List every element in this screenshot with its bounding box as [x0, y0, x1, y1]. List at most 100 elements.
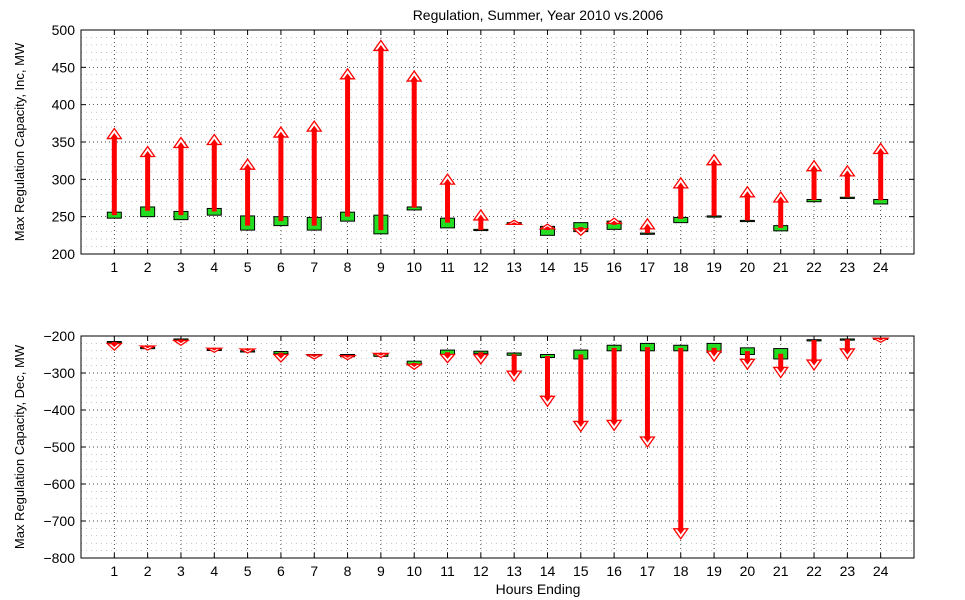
arrow-head-fill: [876, 147, 885, 154]
arrow-head-fill: [543, 226, 552, 229]
x-tick-label: 7: [310, 563, 318, 579]
arrow-head-fill: [410, 364, 419, 368]
y-tick-label: 400: [52, 97, 76, 113]
grid: [81, 29, 914, 255]
arrow-head-fill: [310, 125, 319, 132]
x-tick-label: 18: [673, 259, 689, 275]
arrow-head-fill: [476, 214, 485, 220]
x-tick-label: 1: [110, 563, 118, 579]
arrow-head-fill: [276, 354, 285, 359]
x-tick-label: 5: [244, 563, 252, 579]
arrow-head-fill: [643, 223, 652, 229]
x-tick-label: 4: [210, 563, 218, 579]
x-tick-label: 12: [473, 259, 489, 275]
arrow-head-fill: [776, 196, 785, 203]
range-box: [639, 232, 655, 235]
x-axis-label-dec: Hours Ending: [496, 581, 581, 597]
arrow-head-fill: [276, 131, 285, 138]
x-tick-label: 21: [773, 259, 789, 275]
arrow-head-fill: [143, 150, 152, 157]
arrow-head-fill: [443, 178, 452, 185]
x-tick-label: 12: [473, 563, 489, 579]
arrow-head-fill: [210, 348, 219, 351]
x-tick-label: 9: [377, 259, 385, 275]
arrow-head-fill: [343, 73, 352, 79]
arrow-head-fill: [743, 359, 752, 365]
arrow-head-fill: [176, 340, 185, 344]
arrow-head-fill: [610, 420, 619, 426]
arrow-head-fill: [443, 354, 452, 359]
arrow-head-fill: [676, 182, 685, 188]
arrow-head-fill: [476, 354, 485, 360]
x-tick-label: 18: [673, 563, 689, 579]
x-tick-label: 13: [506, 563, 522, 579]
x-tick-label: 20: [740, 259, 756, 275]
arrow-head-fill: [410, 75, 419, 82]
y-tick-label: 250: [52, 209, 76, 225]
x-tick-label: 15: [573, 259, 589, 275]
y-tick-label: −400: [43, 402, 75, 418]
arrow-head-fill: [510, 371, 519, 377]
arrow-head-fill: [543, 396, 552, 402]
y-tick-label: −300: [43, 365, 75, 381]
x-tick-label: 23: [840, 563, 856, 579]
x-tick-label: 10: [406, 563, 422, 579]
arrow-head-fill: [243, 163, 252, 170]
x-tick-label: 14: [540, 259, 556, 275]
y-tick-label: −700: [43, 513, 75, 529]
x-tick-label: 9: [377, 563, 385, 579]
y-tick-label: 200: [52, 246, 76, 262]
x-tick-label: 7: [310, 259, 318, 275]
x-tick-label: 4: [210, 259, 218, 275]
arrow-head-fill: [710, 159, 719, 165]
chart-title: Regulation, Summer, Year 2010 vs.2006: [413, 7, 664, 23]
arrow-head-fill: [110, 133, 119, 139]
x-tick-label: 19: [706, 259, 722, 275]
x-tick-label: 17: [640, 259, 656, 275]
y-axis-label-dec: Max Regulation Capacity, Dec, MW: [12, 344, 27, 549]
y-tick-label: −500: [43, 439, 75, 455]
arrow-head-fill: [210, 139, 219, 145]
arrow-head-fill: [510, 222, 519, 225]
arrow-head-fill: [576, 421, 585, 427]
x-tick-label: 3: [177, 563, 185, 579]
arrow-head-fill: [776, 367, 785, 373]
x-tick-label: 6: [277, 259, 285, 275]
y-tick-label: 500: [52, 22, 76, 38]
x-tick-label: 19: [706, 563, 722, 579]
y-axis-label-inc: Max Regulation Capacity, Inc, MW: [12, 42, 27, 241]
arrow-head-fill: [110, 343, 119, 348]
y-tick-label: −600: [43, 476, 75, 492]
x-tick-label: 8: [344, 259, 352, 275]
dec-capacity-panel: Max Regulation Capacity, Dec, MW Hours E…: [12, 328, 915, 597]
arrow-head-fill: [376, 353, 385, 356]
x-tick-label: 17: [640, 563, 656, 579]
range-box: [739, 219, 755, 223]
y-tick-label: 300: [52, 171, 76, 187]
arrow-head-fill: [310, 354, 319, 358]
x-tick-label: 6: [277, 563, 285, 579]
range-box: [706, 215, 722, 218]
x-tick-label: 2: [144, 259, 152, 275]
x-tick-label: 14: [540, 563, 556, 579]
arrow-head-fill: [376, 44, 385, 51]
x-tick-label: 22: [806, 563, 822, 579]
x-tick-label: 11: [440, 563, 455, 579]
x-tick-label: 8: [344, 563, 352, 579]
x-tick-label: 5: [244, 259, 252, 275]
x-tick-label: 20: [740, 563, 756, 579]
x-tick-label: 16: [606, 259, 622, 275]
x-tick-label: 23: [840, 259, 856, 275]
arrow-head-fill: [243, 349, 252, 352]
arrow-head-fill: [576, 228, 585, 233]
x-tick-label: 3: [177, 259, 185, 275]
x-tick-label: 13: [506, 259, 522, 275]
arrow-head-fill: [810, 360, 819, 366]
x-tick-label: 11: [440, 259, 455, 275]
arrow-head-fill: [876, 338, 885, 341]
x-tick-label: 16: [606, 563, 622, 579]
arrow-head-fill: [810, 165, 819, 171]
